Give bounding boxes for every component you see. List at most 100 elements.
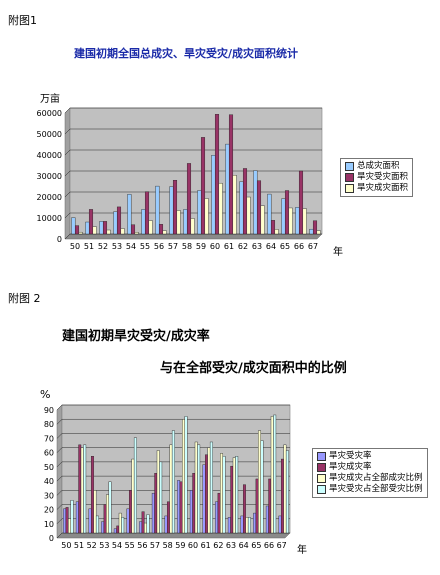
chart1-legend-swatch — [345, 173, 354, 182]
chart2-bar — [70, 500, 74, 534]
chart2-bar — [121, 517, 125, 534]
chart1-bar — [144, 191, 150, 235]
chart2-x-tick-label: 66 — [264, 541, 274, 550]
chart2-legend-swatch — [317, 485, 326, 494]
chart2-bar — [166, 501, 170, 534]
chart2-x-tick-label: 63 — [226, 541, 236, 550]
chart2-bar — [128, 490, 132, 534]
chart2-y-tick-label: 80 — [44, 420, 54, 429]
figure2-caption: 附图 2 — [8, 292, 41, 305]
figure1-caption: 附图1 — [8, 14, 37, 27]
chart2-bar — [197, 444, 201, 534]
chart1-gridline-side — [64, 128, 71, 135]
chart2-bar — [202, 464, 206, 534]
chart2-gridline-side — [56, 404, 63, 411]
chart1-y-tick-label: 10000 — [37, 214, 62, 223]
chart2-x-tick-label: 51 — [74, 541, 84, 550]
figure2-year-label: 年 — [297, 545, 307, 556]
chart1-bar — [130, 224, 136, 235]
chart2-bar — [118, 512, 122, 534]
chart1-bar — [274, 229, 279, 235]
figure1-title: 建国初期全国总成灾、旱灾受灾/成灾面积统计 — [74, 47, 299, 60]
chart2-bar — [230, 465, 234, 534]
chart1-bar — [116, 206, 122, 235]
chart1-bar — [242, 168, 248, 235]
chart1-bar — [85, 221, 90, 235]
chart2-x-tick-label: 59 — [175, 541, 185, 550]
chart1-bar — [270, 220, 276, 235]
chart2-y-tick-label: 20 — [44, 506, 54, 515]
chart2-bar — [80, 447, 84, 534]
chart1-bar — [225, 143, 230, 235]
chart1-bar — [211, 155, 216, 235]
chart2-bar — [235, 456, 239, 534]
chart1-bar — [288, 207, 293, 235]
chart2-x-tick-label: 62 — [213, 541, 223, 550]
chart2-gridline-side — [56, 518, 63, 524]
chart2-gridline-side — [56, 490, 63, 496]
chart1-bar — [88, 209, 94, 235]
chart2-legend-swatch — [317, 452, 326, 461]
chart2-bar — [192, 473, 196, 534]
chart1-bar — [228, 114, 234, 235]
chart2-y-tick-label: 40 — [44, 477, 54, 486]
chart1-bar — [169, 186, 174, 235]
chart1-x-tick-label: 59 — [196, 242, 206, 251]
chart2-x-tick-label: 53 — [99, 541, 109, 550]
chart1-bar — [113, 211, 118, 235]
chart1-bar — [176, 210, 181, 235]
chart2-bar — [220, 453, 224, 534]
chart1-bar — [197, 190, 202, 235]
chart1-bar — [284, 190, 290, 235]
chart2-legend-item: 旱灾受灾占全部受灾比例 — [317, 484, 423, 495]
chart2-y-tick-label: 90 — [44, 406, 54, 415]
chart1-bar — [256, 180, 262, 235]
chart2-bar — [151, 492, 155, 534]
chart2-bar — [146, 514, 150, 534]
figure2-unit-label: % — [40, 388, 51, 401]
chart1-x-tick-label: 63 — [252, 242, 262, 251]
chart2-legend: 旱灾受灾率 旱灾成灾率 旱灾成灾占全部成灾比例 旱灾受灾占全部受灾比例 — [312, 448, 428, 498]
chart2-bar — [90, 456, 94, 534]
chart1-bar — [74, 225, 80, 235]
chart2-bar — [285, 450, 289, 534]
chart2-y-tick-label: 0 — [49, 534, 54, 543]
chart1-floor — [64, 233, 323, 240]
chart1-bar — [218, 182, 223, 235]
chart2-bar — [270, 416, 274, 534]
chart1-bar — [92, 226, 97, 235]
chart2-bar — [108, 481, 112, 534]
chart1-legend-item: 总成灾面积 — [345, 161, 408, 172]
chart2-bar — [204, 454, 208, 534]
chart2-bar — [126, 508, 130, 534]
chart1-y-tick-label: 0 — [57, 235, 62, 244]
chart2-bar — [280, 458, 284, 534]
figure2-title-line1: 建国初期旱灾受灾/成灾率 — [62, 329, 210, 344]
chart2-bar — [278, 515, 282, 534]
chart2-bar — [215, 501, 219, 534]
chart2-floor — [56, 532, 291, 539]
chart2-bar — [139, 521, 143, 534]
chart1-bar — [295, 207, 300, 235]
chart1-bar — [158, 224, 164, 235]
chart2-x-tick-label: 60 — [188, 541, 198, 550]
chart1-bar — [120, 228, 125, 235]
figure2-title-line2: 与在全部受灾/成灾面积中的比例 — [160, 361, 347, 376]
chart1-bar — [186, 163, 192, 235]
chart2-bar — [116, 525, 120, 534]
chart2-bar — [78, 444, 82, 534]
chart1-bar — [309, 228, 314, 235]
chart2-bar — [242, 484, 246, 534]
chart2-bar — [258, 430, 262, 534]
chart1-x-tick-label: 57 — [168, 242, 178, 251]
chart2-bar — [260, 440, 264, 534]
chart2-bar — [88, 508, 92, 534]
chart1-bar — [253, 170, 258, 235]
chart1-gridline-side — [64, 170, 71, 177]
chart2-bar — [65, 507, 69, 534]
chart1-x-tick-label: 60 — [210, 242, 220, 251]
chart1-legend-item: 旱灾成灾面积 — [345, 183, 408, 194]
chart2-bar — [106, 494, 110, 534]
chart1-x-tick-label: 56 — [154, 242, 164, 251]
chart1-bar — [239, 181, 244, 235]
